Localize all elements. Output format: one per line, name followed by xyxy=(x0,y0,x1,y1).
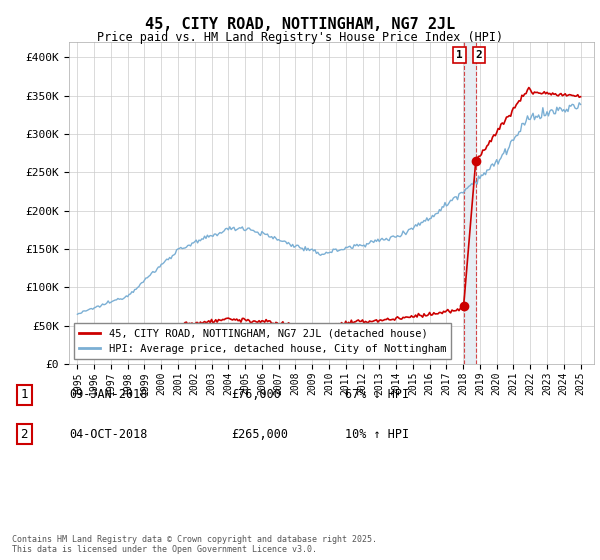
Text: 1: 1 xyxy=(456,50,463,60)
Text: £76,000: £76,000 xyxy=(231,388,281,402)
Text: 45, CITY ROAD, NOTTINGHAM, NG7 2JL: 45, CITY ROAD, NOTTINGHAM, NG7 2JL xyxy=(145,17,455,32)
Text: 2: 2 xyxy=(20,427,28,441)
Text: Price paid vs. HM Land Registry's House Price Index (HPI): Price paid vs. HM Land Registry's House … xyxy=(97,31,503,44)
Text: 09-JAN-2018: 09-JAN-2018 xyxy=(69,388,148,402)
Text: Contains HM Land Registry data © Crown copyright and database right 2025.
This d: Contains HM Land Registry data © Crown c… xyxy=(12,535,377,554)
Text: 04-OCT-2018: 04-OCT-2018 xyxy=(69,427,148,441)
Text: £265,000: £265,000 xyxy=(231,427,288,441)
Text: 67% ↓ HPI: 67% ↓ HPI xyxy=(345,388,409,402)
Legend: 45, CITY ROAD, NOTTINGHAM, NG7 2JL (detached house), HPI: Average price, detache: 45, CITY ROAD, NOTTINGHAM, NG7 2JL (deta… xyxy=(74,323,451,359)
Bar xyxy=(464,42,476,364)
Text: 10% ↑ HPI: 10% ↑ HPI xyxy=(345,427,409,441)
Text: 2: 2 xyxy=(475,50,482,60)
Text: 1: 1 xyxy=(20,388,28,402)
